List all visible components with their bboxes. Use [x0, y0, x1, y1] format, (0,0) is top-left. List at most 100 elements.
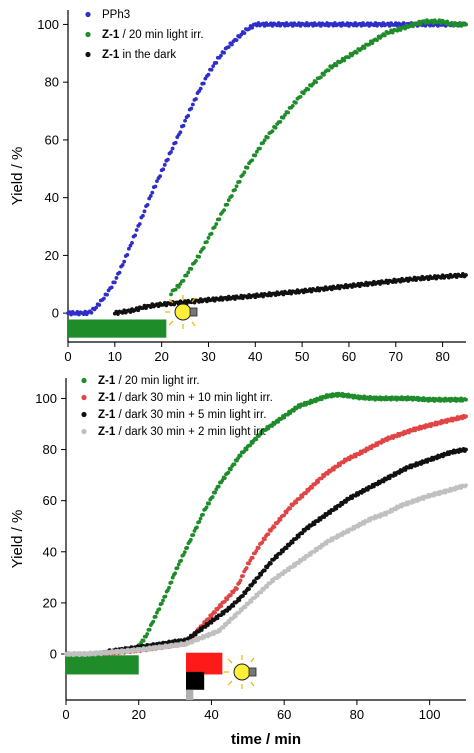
- bulb-ray: [250, 657, 255, 663]
- data-point: [342, 58, 347, 63]
- y-tick-label: 100: [35, 391, 57, 406]
- data-point: [254, 149, 259, 154]
- data-point: [151, 619, 156, 624]
- data-point: [306, 87, 311, 92]
- irradiation-bar: [66, 655, 139, 675]
- data-point: [185, 546, 190, 550]
- data-point: [136, 308, 141, 313]
- data-point: [248, 443, 253, 448]
- data-point: [370, 41, 375, 45]
- data-point: [398, 279, 403, 284]
- data-point: [237, 179, 242, 184]
- data-point: [253, 153, 258, 158]
- data-point: [250, 555, 255, 560]
- panel-bottom: 0 20 40 60 80 100 0 20 40 60 80 100 Yield / % time / …: [9, 375, 468, 748]
- data-point: [247, 27, 251, 31]
- legend-marker: [81, 411, 87, 418]
- data-point: [362, 46, 367, 50]
- data-point: [390, 30, 395, 35]
- data-point: [197, 254, 202, 259]
- data-point: [290, 540, 295, 545]
- data-point: [198, 516, 203, 521]
- data-point: [148, 194, 153, 198]
- data-point: [222, 599, 227, 604]
- data-point: [197, 519, 202, 524]
- data-point: [241, 574, 245, 578]
- data-point: [310, 485, 314, 490]
- legend-entry-text: / 20 min light irr.: [119, 29, 203, 41]
- data-point: [219, 53, 223, 58]
- data-point: [228, 593, 233, 598]
- bulb-ray: [168, 320, 174, 326]
- data-point: [262, 568, 267, 573]
- irradiation-bar: [186, 689, 194, 700]
- data-point: [190, 102, 195, 107]
- data-point: [159, 601, 164, 606]
- data-point: [238, 454, 243, 458]
- data-point: [278, 551, 283, 556]
- data-point: [259, 572, 264, 577]
- data-point: [222, 208, 226, 213]
- data-point: [260, 431, 265, 435]
- data-point: [191, 533, 196, 537]
- y-tick-label: 20: [45, 248, 59, 263]
- legend-entry: Z-1 in the dark: [102, 49, 176, 61]
- data-point: [225, 297, 230, 302]
- series-0: [100, 391, 468, 656]
- data-point: [329, 287, 334, 292]
- data-point: [204, 505, 209, 510]
- data-point: [250, 25, 255, 30]
- data-point: [350, 285, 354, 289]
- data-point: [278, 517, 283, 522]
- data-point: [370, 282, 375, 287]
- data-point: [157, 607, 162, 612]
- data-point: [464, 22, 468, 27]
- data-point: [316, 480, 321, 484]
- data-point: [226, 45, 231, 49]
- data-point: [141, 638, 146, 643]
- legend-marker: [81, 394, 87, 401]
- series-1: [169, 18, 468, 297]
- data-point: [290, 103, 295, 108]
- data-point: [209, 231, 214, 236]
- data-point: [173, 287, 178, 292]
- legend-entry: PPh3: [102, 9, 130, 21]
- legend-marker: [81, 428, 87, 435]
- data-point: [158, 174, 162, 179]
- data-point: [181, 123, 186, 128]
- data-point: [233, 614, 238, 619]
- data-point: [128, 310, 133, 314]
- bulb-base: [189, 307, 198, 317]
- data-point: [234, 38, 239, 43]
- data-point: [97, 303, 102, 307]
- series-2: [112, 271, 468, 316]
- x-tick-label: 20: [154, 349, 168, 364]
- data-point: [250, 158, 255, 163]
- data-point: [147, 627, 152, 632]
- data-point: [189, 106, 194, 111]
- data-point: [179, 558, 184, 563]
- data-point: [272, 525, 277, 529]
- data-point: [213, 490, 217, 495]
- data-point: [301, 290, 306, 295]
- data-point: [220, 478, 225, 483]
- y-tick-label: 60: [43, 493, 57, 508]
- y-tick-label: 20: [43, 595, 57, 610]
- x-tick-label: 40: [248, 349, 262, 364]
- data-point: [286, 110, 290, 115]
- data-point: [194, 259, 198, 263]
- legend-marker: [85, 11, 91, 18]
- data-point: [201, 245, 206, 250]
- data-point: [293, 100, 298, 105]
- data-point: [153, 614, 158, 619]
- data-point: [326, 68, 331, 73]
- data-point: [169, 150, 173, 154]
- data-point: [233, 187, 237, 192]
- data-point: [186, 270, 191, 275]
- data-point: [281, 115, 286, 120]
- y-axis-label: Yield / %: [9, 147, 26, 206]
- data-point: [209, 67, 214, 72]
- data-point: [278, 120, 283, 124]
- data-point: [205, 240, 209, 244]
